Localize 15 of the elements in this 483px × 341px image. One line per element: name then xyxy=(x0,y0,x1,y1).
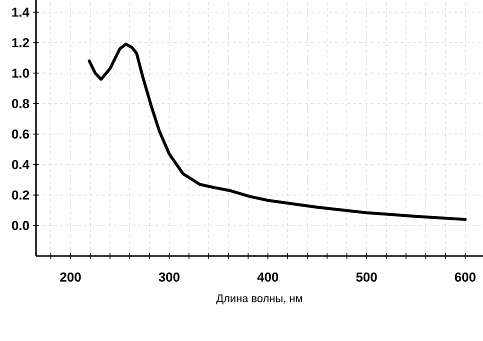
y-tick-label: 0.4 xyxy=(12,160,30,170)
x-tick-label: 600 xyxy=(454,272,476,282)
x-tick-label: 200 xyxy=(60,272,81,282)
x-tick-label: 300 xyxy=(158,272,180,282)
y-tick-label: 1.0 xyxy=(12,68,29,78)
x-axis-title: Длина волны, нм xyxy=(216,294,302,304)
y-tick-label: 0.0 xyxy=(12,220,29,230)
y-tick-label: 0.8 xyxy=(12,99,30,108)
y-tick-label: 1.4 xyxy=(12,8,30,17)
y-tick-label: 1.2 xyxy=(12,38,29,48)
x-tick-label: 400 xyxy=(257,272,278,282)
line-series xyxy=(88,42,467,221)
y-tick-label: 0.6 xyxy=(12,130,30,139)
x-tick-label: 500 xyxy=(356,272,377,282)
y-tick-label: 0.2 xyxy=(12,190,29,200)
